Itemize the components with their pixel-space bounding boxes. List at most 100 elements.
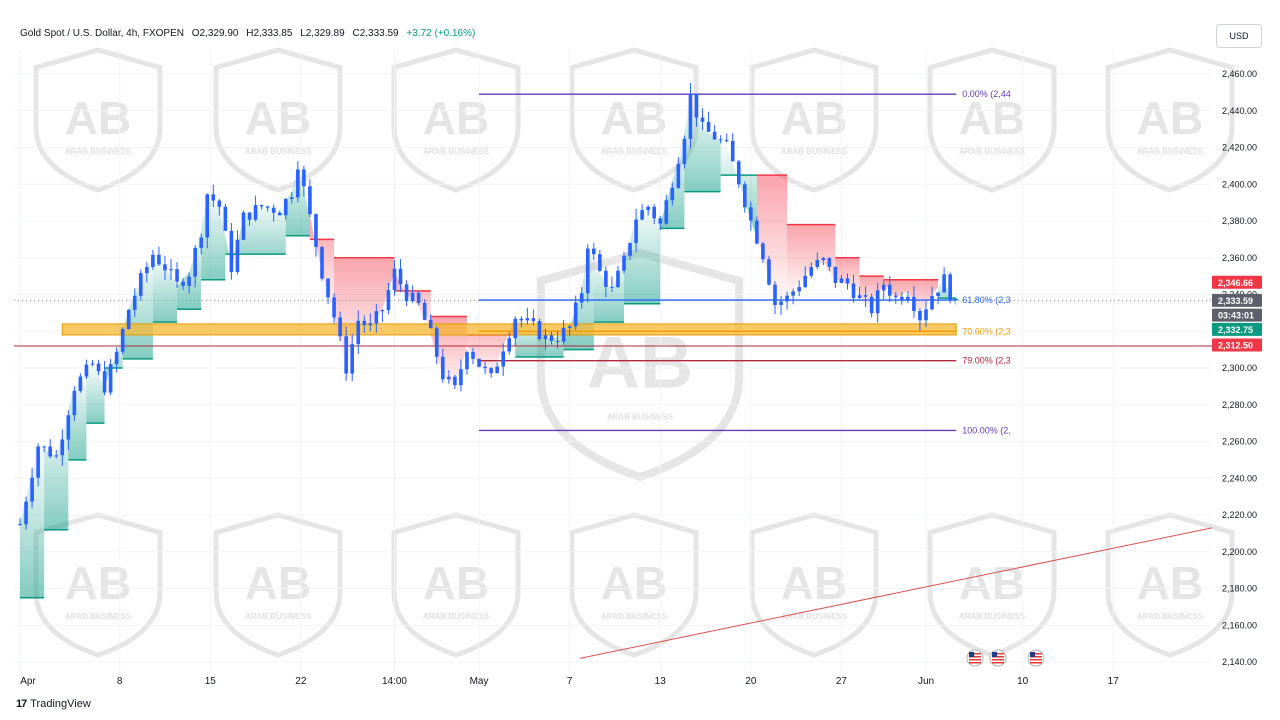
supertrend-down-fill bbox=[334, 257, 395, 368]
symbol-title[interactable]: Gold Spot / U.S. Dollar, 4h, FXOPEN bbox=[20, 28, 184, 39]
candle-body bbox=[96, 363, 101, 372]
watermark-label: ARAB BUSINESS bbox=[959, 612, 1026, 621]
watermark-label: ARAB BUSINESS bbox=[781, 612, 848, 621]
candle-body bbox=[887, 284, 892, 296]
supertrend-up-fill bbox=[44, 409, 69, 530]
fib-level-label: 79.00% (2,3 bbox=[962, 356, 1011, 366]
candle-body bbox=[169, 269, 173, 271]
candle-body bbox=[229, 230, 234, 273]
supertrend-up-fill bbox=[68, 371, 87, 460]
candle-body bbox=[362, 320, 367, 326]
candle-body bbox=[803, 275, 807, 288]
watermark-label: ARAB BUSINESS bbox=[1137, 147, 1204, 156]
candle-body bbox=[253, 205, 258, 220]
price-label-text: 2,332.75 bbox=[1218, 325, 1253, 335]
candle-body bbox=[459, 369, 463, 386]
candle-body bbox=[815, 260, 820, 267]
high-value: H2,333.85 bbox=[246, 28, 293, 39]
candle-body bbox=[833, 266, 838, 283]
watermark-shield-icon: AB ARAB BUSINESS bbox=[1105, 47, 1235, 193]
us-flag-event-icon[interactable] bbox=[1027, 649, 1045, 667]
candle-body bbox=[513, 318, 518, 339]
price-label-text: 03:43:01 bbox=[1218, 311, 1254, 321]
drawing-overlays[interactable]: 0.00% (2,44 61.80% (2,3 70.60% (2,3 79.00% … bbox=[14, 89, 1213, 659]
supertrend-up-fill bbox=[177, 230, 202, 310]
watermark-label: ARAB BUSINESS bbox=[601, 612, 668, 621]
economic-events[interactable] bbox=[966, 649, 1045, 667]
trendline[interactable] bbox=[579, 527, 1213, 659]
candle-body bbox=[434, 328, 439, 357]
price-axis[interactable]: 2,460.00 2,440.00 2,420.00 2,400.00 2,380.00… bbox=[1212, 69, 1262, 667]
watermark-label: ARAB BUSINESS bbox=[601, 147, 668, 156]
watermark-shield-outline bbox=[213, 47, 343, 193]
watermark-shield-icon: AB ARAB BUSINESS bbox=[1105, 512, 1235, 658]
supertrend-up-fill bbox=[624, 206, 661, 304]
candle-body bbox=[277, 212, 282, 216]
candle-body bbox=[259, 205, 264, 207]
watermark-shield-outline bbox=[536, 248, 744, 482]
candle-body bbox=[132, 295, 137, 310]
candle-body bbox=[930, 296, 934, 310]
candle-body bbox=[664, 200, 669, 224]
flag-stripe bbox=[969, 659, 981, 661]
candle-body bbox=[827, 258, 832, 267]
candle-body bbox=[416, 292, 421, 303]
candle-body bbox=[495, 366, 499, 374]
candle-body bbox=[211, 194, 216, 201]
candle-body bbox=[368, 323, 373, 326]
watermark-shield-icon: AB ARAB BUSINESS bbox=[391, 47, 521, 193]
candle-body bbox=[102, 371, 107, 393]
candle-body bbox=[465, 352, 469, 370]
watermark-shield-outline bbox=[391, 512, 521, 658]
candle-body bbox=[821, 258, 826, 261]
flag-stripe bbox=[1030, 653, 1042, 655]
time-tick-label: 27 bbox=[836, 676, 848, 687]
candle-body bbox=[271, 207, 276, 213]
candle-body bbox=[640, 210, 644, 220]
candle-body bbox=[948, 274, 952, 301]
candle-body bbox=[809, 266, 814, 276]
candle-body bbox=[404, 284, 409, 302]
candle-body bbox=[579, 293, 584, 303]
watermark-monogram: AB bbox=[65, 557, 131, 609]
candle-body bbox=[447, 376, 451, 380]
time-axis[interactable]: Apr 8 15 22 14:00 May 7 13 20 27 Jun 10 17 bbox=[20, 676, 1119, 687]
us-flag-event-icon[interactable] bbox=[966, 649, 984, 667]
time-tick-label: 15 bbox=[205, 676, 217, 687]
candle-body bbox=[519, 318, 524, 321]
candle-body bbox=[749, 207, 753, 221]
watermark-label: ARAB BUSINESS bbox=[423, 612, 490, 621]
candle-body bbox=[386, 290, 391, 311]
flag-stripe bbox=[1030, 662, 1042, 664]
watermark-label: ARAB BUSINESS bbox=[781, 147, 848, 156]
currency-button[interactable]: USD bbox=[1216, 24, 1262, 48]
candle-body bbox=[338, 317, 342, 337]
candle-body bbox=[120, 329, 125, 352]
watermark-shield-outline bbox=[1105, 47, 1235, 193]
candle-body bbox=[531, 318, 536, 322]
us-flag-event-icon[interactable] bbox=[989, 649, 1007, 667]
candle-body bbox=[380, 310, 385, 312]
candle-body bbox=[743, 184, 747, 208]
watermark-label: ARAB BUSINESS bbox=[65, 612, 132, 621]
price-tick-label: 2,300.00 bbox=[1222, 363, 1257, 373]
price-label-text: 2,312.50 bbox=[1218, 341, 1253, 351]
candle-body bbox=[326, 278, 330, 298]
time-tick-label: 14:00 bbox=[382, 676, 407, 687]
supertrend-up-fill bbox=[152, 254, 178, 323]
price-tick-label: 2,160.00 bbox=[1222, 620, 1257, 630]
tradingview-brand[interactable]: 17 TradingView bbox=[16, 698, 91, 710]
supertrend-down-fill bbox=[787, 224, 836, 299]
candle-body bbox=[598, 254, 602, 271]
watermark-shield-outline bbox=[213, 512, 343, 658]
candle-body bbox=[604, 270, 608, 287]
candle-body bbox=[199, 237, 203, 248]
candle-body bbox=[18, 524, 22, 526]
watermark-monogram: AB bbox=[423, 557, 489, 609]
candle-body bbox=[151, 254, 155, 267]
candle-body bbox=[634, 219, 638, 244]
legend-header: Gold Spot / U.S. Dollar, 4h, FXOPEN O2,3… bbox=[20, 28, 480, 39]
watermark-layer: AB ARAB BUSINESS AB ARAB BUSINESS AB ARAB BUS… bbox=[33, 47, 1235, 658]
candle-body bbox=[296, 169, 300, 198]
